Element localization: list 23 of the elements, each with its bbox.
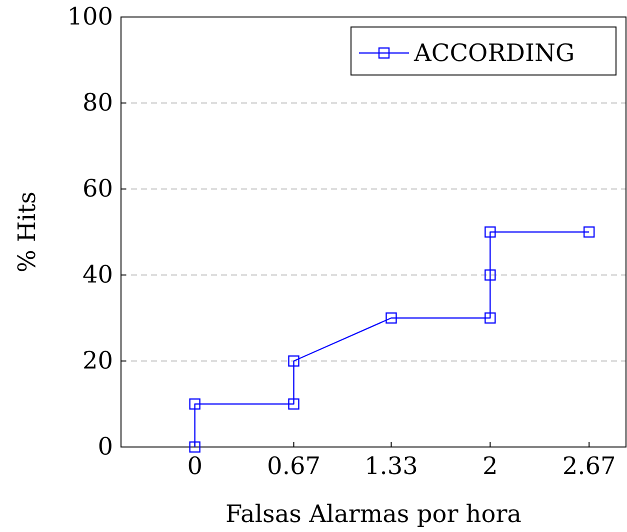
x-tick-label: 2	[482, 452, 498, 480]
x-axis-title: Falsas Alarmas por hora	[226, 500, 522, 528]
point	[583, 226, 595, 238]
x-tick-label: 2.67	[562, 452, 616, 480]
point	[288, 355, 300, 367]
y-axis-title: % Hits	[13, 192, 41, 272]
point	[484, 269, 496, 281]
point	[386, 312, 397, 324]
x-tick-label: 1.33	[364, 452, 418, 480]
point	[288, 398, 300, 410]
legend-label: ACCORDING	[413, 39, 575, 67]
point	[189, 398, 200, 410]
y-tick-label: 20	[82, 346, 113, 375]
y-tick-label: 40	[82, 260, 113, 289]
y-tick-label: 80	[82, 88, 113, 117]
y-tick-label: 0	[98, 432, 113, 461]
x-tick-label: 0.67	[267, 452, 320, 480]
y-tick-label: 60	[82, 174, 113, 203]
point	[189, 441, 200, 453]
x-tick-label: 0	[187, 452, 202, 480]
y-tick-label: 100	[67, 2, 113, 31]
point	[484, 312, 496, 324]
point	[484, 226, 496, 238]
